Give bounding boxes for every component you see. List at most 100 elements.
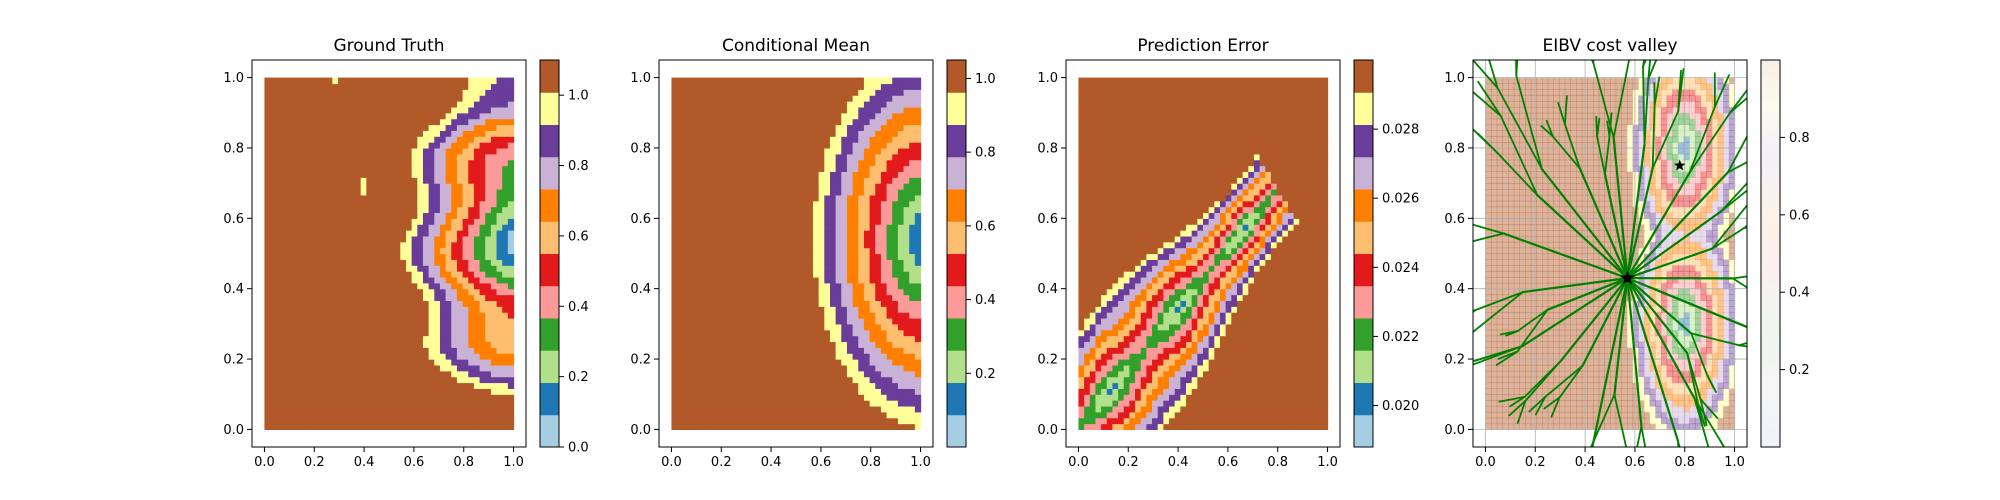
heatmap-cell (739, 359, 745, 365)
heatmap-cell (400, 113, 406, 119)
heatmap-cell (796, 101, 802, 107)
heatmap-cell (870, 336, 876, 342)
heatmap-cell (847, 236, 853, 242)
heatmap-cell (310, 236, 316, 242)
heatmap-cell (332, 177, 338, 183)
heatmap-cell (417, 224, 423, 230)
heatmap-cell (688, 177, 694, 183)
heatmap-cell (480, 183, 486, 189)
heatmap-cell (858, 383, 864, 389)
heatmap-cell (383, 125, 389, 131)
heatmap-cell (485, 424, 491, 430)
heatmap-cell (400, 166, 406, 172)
heatmap-cell (372, 242, 378, 248)
heatmap-cell (773, 341, 779, 347)
heatmap-cell (468, 136, 474, 142)
heatmap-cell (389, 259, 395, 265)
heatmap-cell (429, 295, 435, 301)
heatmap-cell (463, 107, 469, 113)
heatmap-cell (480, 424, 486, 430)
heatmap-cell (813, 365, 819, 371)
heatmap-cell (824, 341, 830, 347)
heatmap-cell (474, 318, 480, 324)
heatmap-cell (864, 424, 870, 430)
heatmap-cell (688, 341, 694, 347)
heatmap-cell (864, 224, 870, 230)
heatmap-cell (785, 89, 791, 95)
heatmap-cell (756, 113, 762, 119)
heatmap-cell (870, 388, 876, 394)
heatmap-cell (332, 136, 338, 142)
heatmap-cell (671, 353, 677, 359)
heatmap-cell (412, 125, 418, 131)
heatmap-cell (429, 271, 435, 277)
heatmap-cell (485, 189, 491, 195)
heatmap-cell (813, 300, 819, 306)
heatmap-cell (378, 400, 384, 406)
heatmap-cell (870, 171, 876, 177)
heatmap-cell (734, 400, 740, 406)
heatmap-cell (751, 306, 757, 312)
heatmap-cell (700, 336, 706, 342)
heatmap-cell (717, 341, 723, 347)
heatmap-cell (497, 201, 503, 207)
heatmap-cell (264, 400, 270, 406)
heatmap-cell (440, 394, 446, 400)
heatmap-cell (700, 418, 706, 424)
heatmap-cell (423, 347, 429, 353)
heatmap-cell (756, 418, 762, 424)
heatmap-cell (434, 394, 440, 400)
heatmap-cell (739, 183, 745, 189)
heatmap-cell (694, 130, 700, 136)
heatmap-cell (864, 230, 870, 236)
heatmap-cell (790, 265, 796, 271)
heatmap-cell (485, 353, 491, 359)
heatmap-cell (451, 371, 457, 377)
heatmap-cell (440, 195, 446, 201)
heatmap-cell (739, 330, 745, 336)
heatmap-cell (349, 183, 355, 189)
heatmap-cell (372, 424, 378, 430)
heatmap-cell (298, 330, 304, 336)
heatmap-cell (796, 195, 802, 201)
heatmap-cell (853, 218, 859, 224)
heatmap-cell (881, 330, 887, 336)
heatmap-cell (683, 418, 689, 424)
heatmap-cell (406, 341, 412, 347)
heatmap-cell (327, 383, 333, 389)
heatmap-cell (378, 353, 384, 359)
heatmap-cell (463, 412, 469, 418)
heatmap-cell (480, 347, 486, 353)
heatmap-cell (366, 318, 372, 324)
heatmap-cell (683, 107, 689, 113)
heatmap-cell (734, 406, 740, 412)
heatmap-cell (378, 166, 384, 172)
heatmap-cell (785, 283, 791, 289)
heatmap-cell (875, 406, 881, 412)
heatmap-cell (395, 424, 401, 430)
heatmap-cell (406, 388, 412, 394)
heatmap-cell (349, 107, 355, 113)
heatmap-cell (440, 236, 446, 242)
heatmap-cell (502, 148, 508, 154)
heatmap-cell (819, 119, 825, 125)
heatmap-cell (423, 271, 429, 277)
heatmap-cell (304, 383, 310, 389)
y-tick-label: 0.8 (223, 141, 244, 156)
heatmap-cell (807, 212, 813, 218)
heatmap-cell (310, 89, 316, 95)
heatmap-cell (298, 218, 304, 224)
heatmap-cell (434, 218, 440, 224)
heatmap-cell (677, 359, 683, 365)
heatmap-cell (451, 78, 457, 84)
heatmap-cell (293, 289, 299, 295)
heatmap-cell (451, 148, 457, 154)
heatmap-cell (790, 248, 796, 254)
heatmap-cell (264, 101, 270, 107)
heatmap-cell (423, 242, 429, 248)
heatmap-cell (881, 207, 887, 213)
heatmap-cell (440, 177, 446, 183)
heatmap-cell (785, 95, 791, 101)
heatmap-cell (751, 424, 757, 430)
heatmap-cell (864, 201, 870, 207)
